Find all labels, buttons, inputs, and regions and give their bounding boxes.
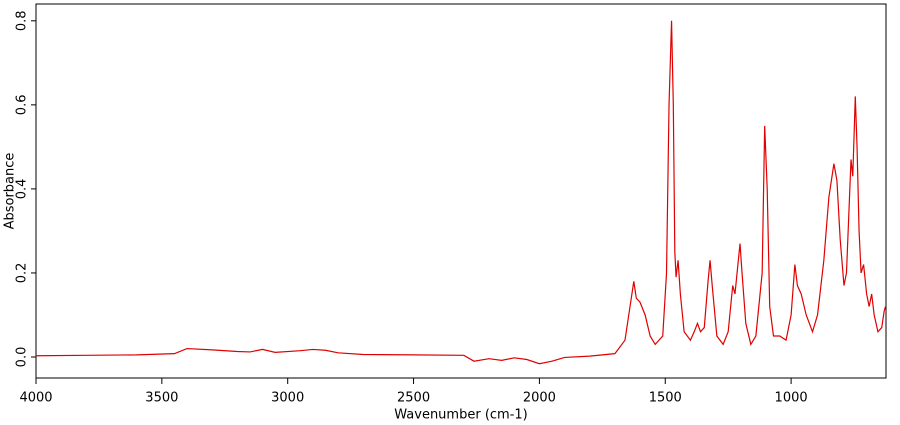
y-axis-label: Absorbance: [3, 153, 18, 230]
spectrum-line: [35, 20, 887, 365]
x-tick-label: 3000: [271, 391, 304, 406]
x-tick-label: 2000: [523, 391, 556, 406]
y-tick-label: 0.2: [15, 263, 30, 284]
x-tick-label: 1000: [775, 391, 808, 406]
y-tick-label: 0.4: [15, 179, 30, 200]
x-tick-label: 3500: [145, 391, 178, 406]
plot-frame: [35, 3, 887, 379]
x-tick-label: 4000: [19, 391, 52, 406]
x-tick-label: 2500: [397, 391, 430, 406]
y-tick-label: 0.6: [15, 95, 30, 116]
y-tick-label: 0.8: [15, 10, 30, 31]
x-axis-label: Wavenumber (cm-1): [394, 408, 527, 423]
x-tick-label: 1500: [649, 391, 682, 406]
y-tick-label: 0.0: [15, 347, 30, 368]
